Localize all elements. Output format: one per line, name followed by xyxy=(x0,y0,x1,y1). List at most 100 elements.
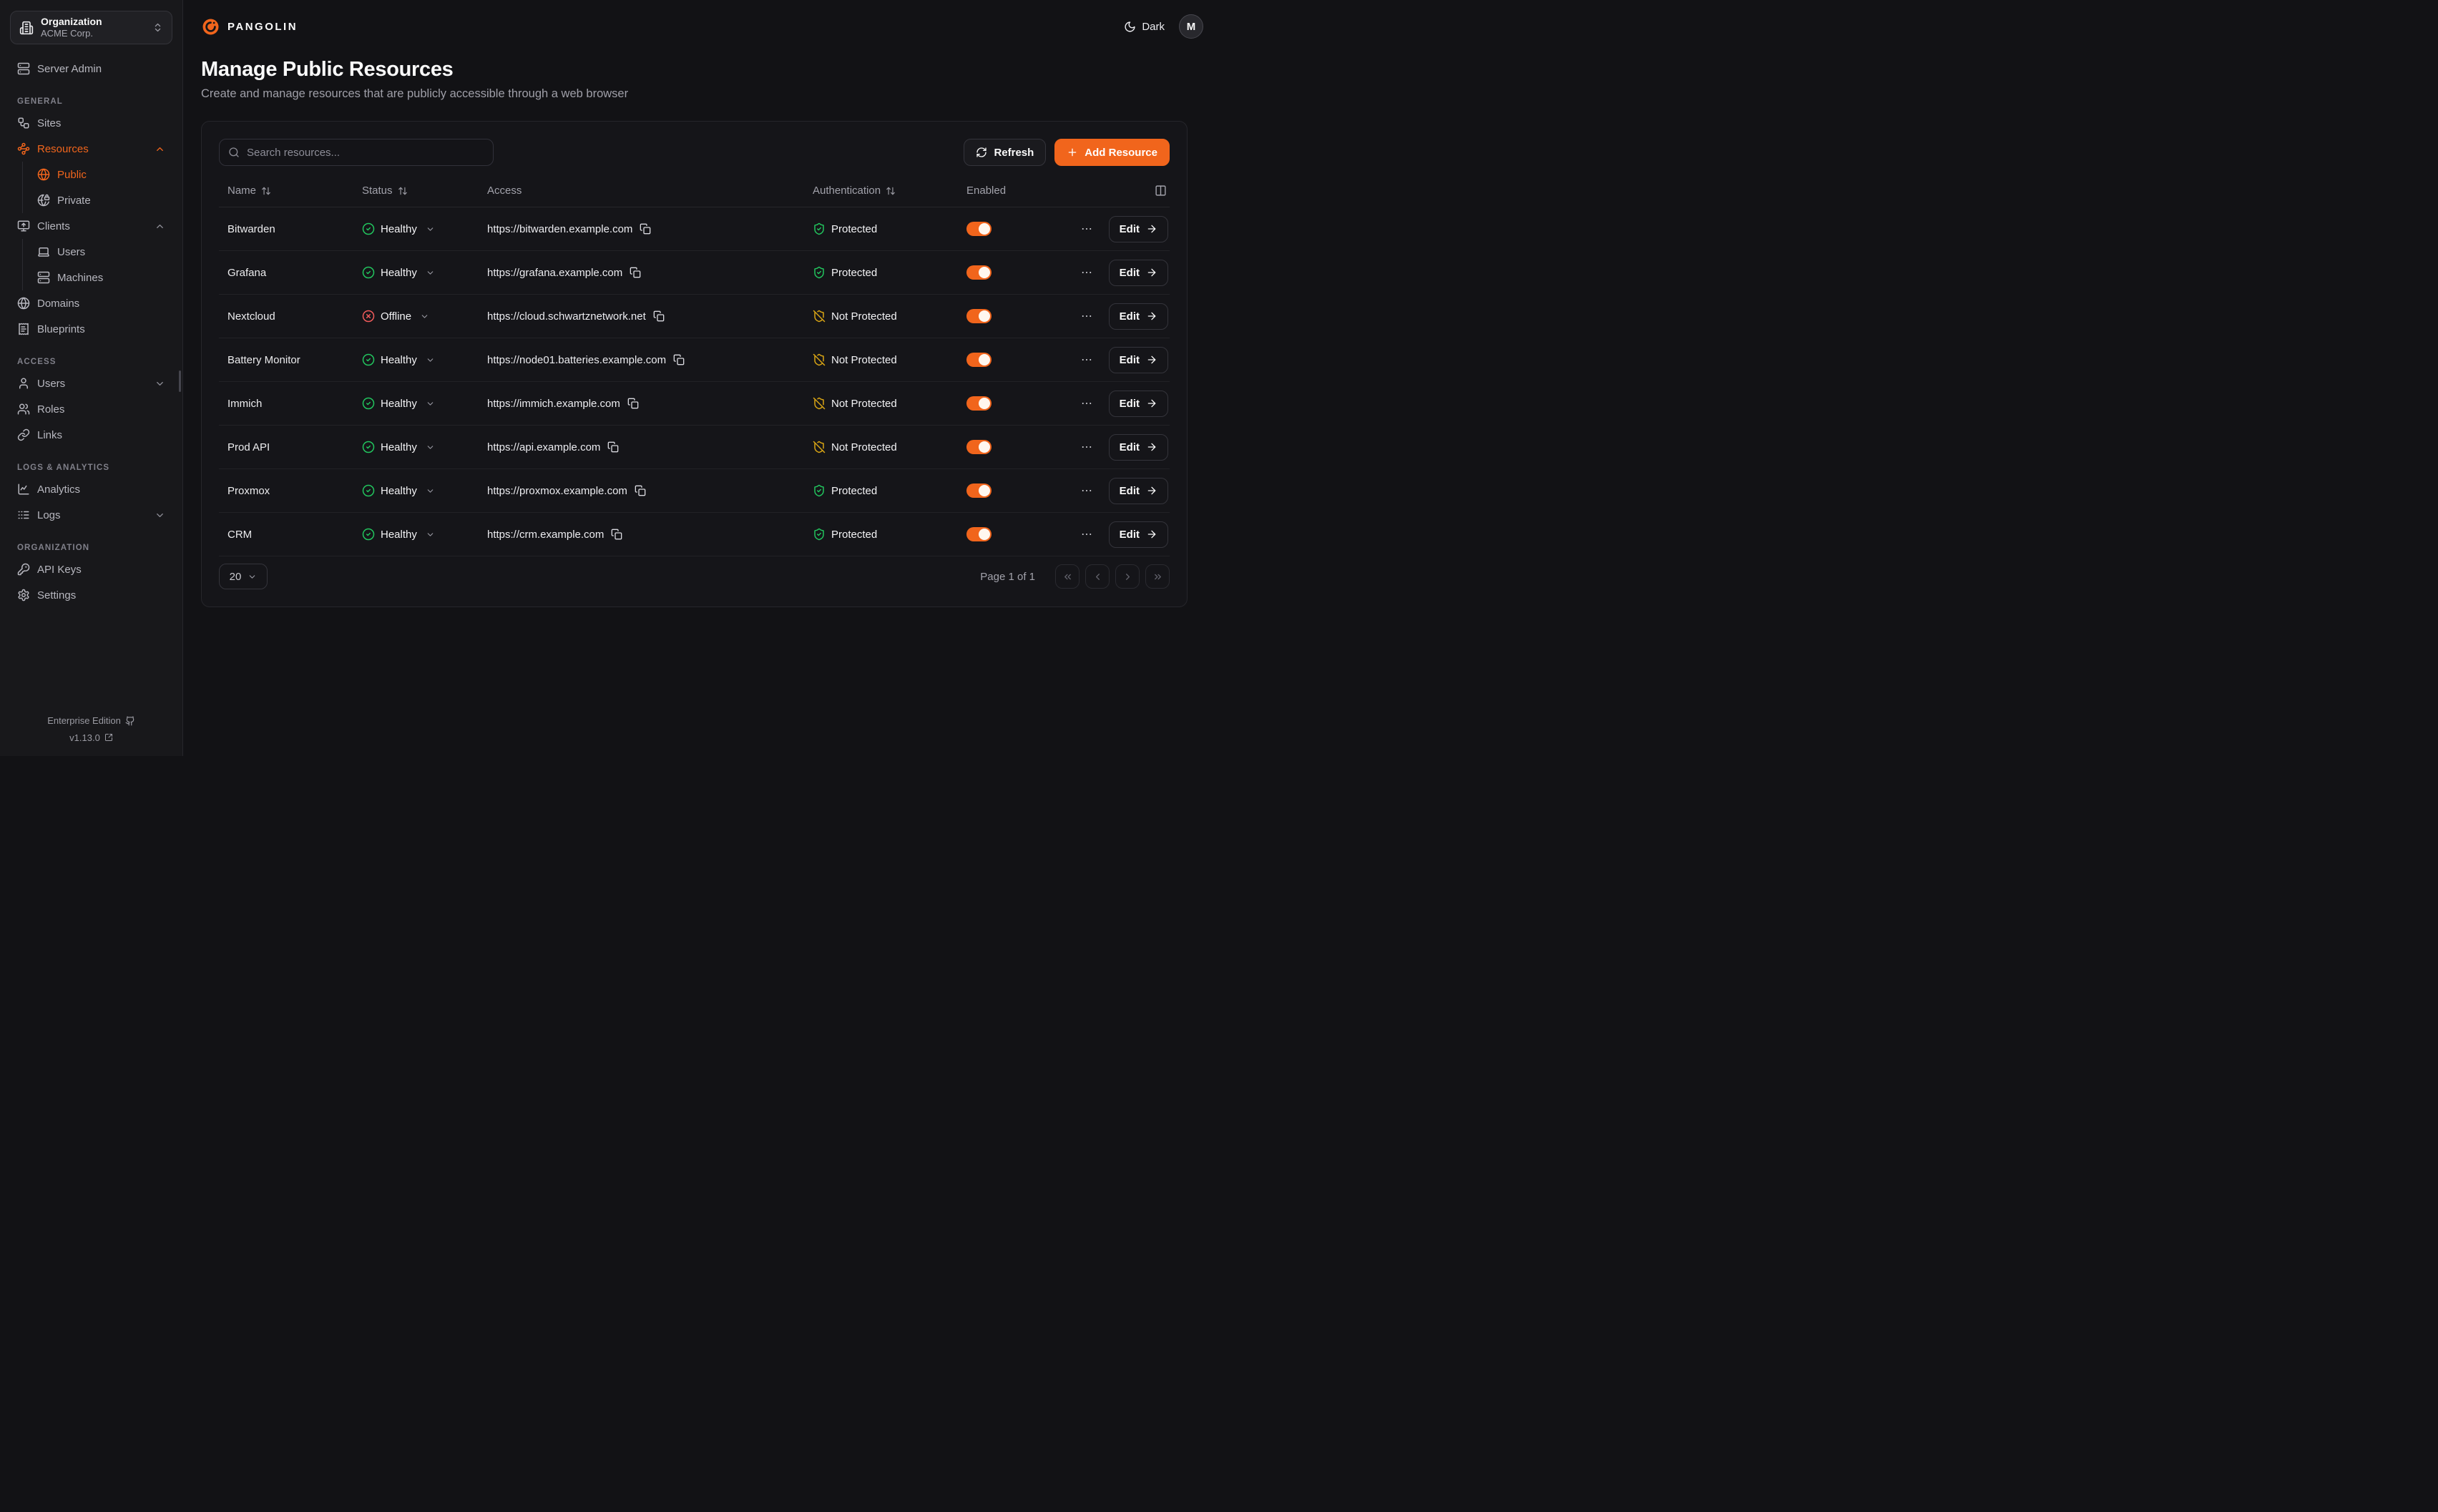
sidebar-item-label: Sites xyxy=(37,117,62,129)
enabled-toggle[interactable] xyxy=(966,309,992,323)
page-size-select[interactable]: 20 xyxy=(219,564,268,589)
resource-url[interactable]: https://immich.example.com xyxy=(487,397,620,410)
add-resource-button[interactable]: Add Resource xyxy=(1054,139,1170,166)
chevron-down-icon[interactable] xyxy=(426,486,435,496)
resource-access: https://proxmox.example.com xyxy=(480,485,806,497)
first-page-button[interactable] xyxy=(1055,564,1080,589)
resource-name: Prod API xyxy=(227,441,270,453)
edit-label: Edit xyxy=(1119,484,1140,497)
enabled-toggle[interactable] xyxy=(966,222,992,236)
sidebar-item-server-admin[interactable]: Server Admin xyxy=(10,56,172,82)
section-label-general: GENERAL xyxy=(17,97,63,106)
ellipsis-icon[interactable] xyxy=(1080,441,1093,453)
resource-url[interactable]: https://node01.batteries.example.com xyxy=(487,353,667,366)
org-selector-value: ACME Corp. xyxy=(41,28,93,39)
ellipsis-icon[interactable] xyxy=(1080,528,1093,541)
sidebar-item-logs[interactable]: Logs xyxy=(10,502,172,528)
circle-check-icon xyxy=(362,484,375,497)
enabled-toggle[interactable] xyxy=(966,353,992,367)
sidebar-item-roles[interactable]: Roles xyxy=(10,396,172,422)
ellipsis-icon[interactable] xyxy=(1080,484,1093,497)
edit-button[interactable]: Edit xyxy=(1108,433,1168,461)
copy-icon[interactable] xyxy=(653,310,665,322)
copy-icon[interactable] xyxy=(673,354,685,365)
chevron-down-icon[interactable] xyxy=(426,268,435,278)
sidebar-item-users[interactable]: Users xyxy=(23,239,172,265)
edit-button[interactable]: Edit xyxy=(1108,521,1168,548)
theme-toggle[interactable]: Dark xyxy=(1124,21,1165,33)
enabled-toggle[interactable] xyxy=(966,527,992,541)
org-selector[interactable]: Organization ACME Corp. xyxy=(10,11,172,44)
resource-url[interactable]: https://cloud.schwartznetwork.net xyxy=(487,310,646,323)
edit-button[interactable]: Edit xyxy=(1108,303,1168,330)
edit-button[interactable]: Edit xyxy=(1108,346,1168,373)
edit-button[interactable]: Edit xyxy=(1108,215,1168,242)
enabled-toggle[interactable] xyxy=(966,483,992,498)
sidebar-item-analytics[interactable]: Analytics xyxy=(10,476,172,502)
ellipsis-icon[interactable] xyxy=(1080,353,1093,366)
edit-button[interactable]: Edit xyxy=(1108,259,1168,286)
server-icon xyxy=(17,62,30,75)
enabled-toggle[interactable] xyxy=(966,396,992,411)
next-page-button[interactable] xyxy=(1115,564,1140,589)
sidebar-item-blueprints[interactable]: Blueprints xyxy=(10,316,172,342)
prev-page-button[interactable] xyxy=(1085,564,1110,589)
refresh-button[interactable]: Refresh xyxy=(964,139,1047,166)
edit-label: Edit xyxy=(1119,222,1140,235)
chevron-down-icon[interactable] xyxy=(426,399,435,408)
copy-icon[interactable] xyxy=(630,267,641,278)
sidebar-item-settings[interactable]: Settings xyxy=(10,582,172,608)
ellipsis-icon[interactable] xyxy=(1080,266,1093,279)
chevron-down-icon[interactable] xyxy=(426,355,435,365)
copy-icon[interactable] xyxy=(640,223,651,235)
resource-url[interactable]: https://bitwarden.example.com xyxy=(487,222,633,235)
chevron-down-icon[interactable] xyxy=(426,225,435,234)
version-line[interactable]: v1.13.0 xyxy=(0,730,182,746)
column-header-authentication[interactable]: Authentication xyxy=(806,185,959,197)
ellipsis-icon[interactable] xyxy=(1080,397,1093,410)
auth-label: Not Protected xyxy=(831,353,897,366)
enabled-toggle[interactable] xyxy=(966,440,992,454)
sidebar-item-public[interactable]: Public xyxy=(23,162,172,187)
last-page-button[interactable] xyxy=(1145,564,1170,589)
copy-icon[interactable] xyxy=(635,485,646,496)
chevron-down-icon[interactable] xyxy=(426,443,435,452)
avatar[interactable]: M xyxy=(1179,14,1203,39)
resource-url[interactable]: https://proxmox.example.com xyxy=(487,484,627,497)
ellipsis-icon[interactable] xyxy=(1080,222,1093,235)
search-input[interactable] xyxy=(247,146,484,159)
enabled-toggle[interactable] xyxy=(966,265,992,280)
resource-url[interactable]: https://grafana.example.com xyxy=(487,266,623,279)
resource-url[interactable]: https://crm.example.com xyxy=(487,528,604,541)
sidebar-item-users[interactable]: Users xyxy=(10,370,172,396)
user-icon xyxy=(19,378,28,389)
brand[interactable]: PANGOLIN xyxy=(201,17,298,36)
sidebar-item-api-keys[interactable]: API Keys xyxy=(10,556,172,582)
column-header-name[interactable]: Name xyxy=(219,185,355,197)
sidebar-item-machines[interactable]: Machines xyxy=(23,265,172,290)
subnav-resources: Public Private xyxy=(22,162,172,213)
sidebar-item-clients[interactable]: Clients xyxy=(10,213,172,239)
sidebar-item-sites[interactable]: Sites xyxy=(10,110,172,136)
ellipsis-icon[interactable] xyxy=(1080,310,1093,323)
arrow-right-icon xyxy=(1147,225,1156,233)
chevron-down-icon[interactable] xyxy=(426,530,435,539)
sidebar-item-links[interactable]: Links xyxy=(10,422,172,448)
copy-icon[interactable] xyxy=(611,529,622,540)
edition-line[interactable]: Enterprise Edition xyxy=(0,712,182,729)
column-settings[interactable] xyxy=(1038,185,1170,197)
edit-button[interactable]: Edit xyxy=(1108,477,1168,504)
sidebar-scrollbar-thumb[interactable] xyxy=(179,370,181,392)
copy-icon[interactable] xyxy=(607,441,619,453)
column-header-status[interactable]: Status xyxy=(355,185,480,197)
copy-icon[interactable] xyxy=(627,398,639,409)
row-actions: Edit xyxy=(1038,477,1170,504)
resource-url[interactable]: https://api.example.com xyxy=(487,441,601,453)
auth-label: Protected xyxy=(831,484,878,497)
sidebar-item-resources[interactable]: Resources xyxy=(10,136,172,162)
chevron-down-icon[interactable] xyxy=(420,312,429,321)
edit-button[interactable]: Edit xyxy=(1108,390,1168,417)
sidebar-item-private[interactable]: Private xyxy=(23,187,172,213)
sidebar-item-domains[interactable]: Domains xyxy=(10,290,172,316)
resources-card: Refresh Add Resource Name Status Access Aut… xyxy=(201,121,1188,607)
